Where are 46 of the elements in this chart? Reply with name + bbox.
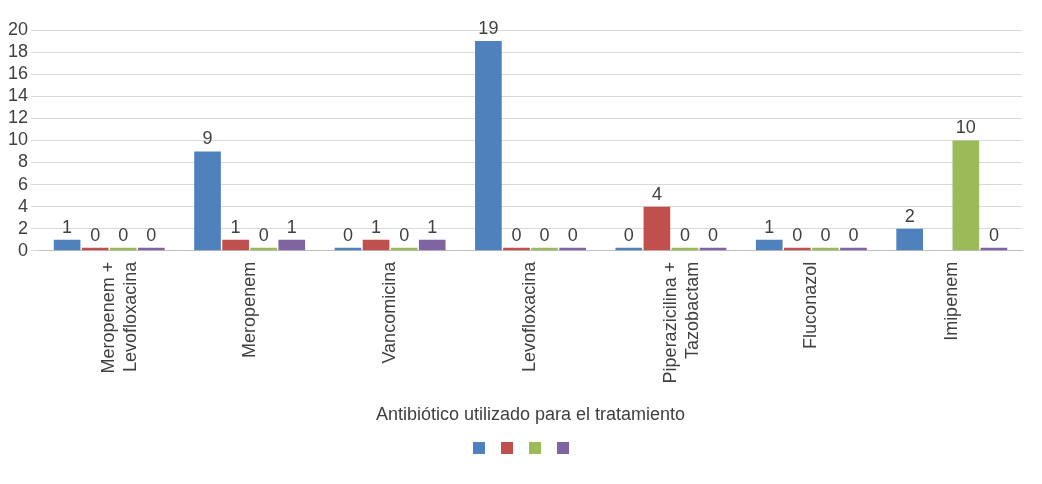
data-label: 1 — [230, 216, 241, 237]
x-tick-label: Imipenem — [940, 261, 961, 341]
y-tick-label: 8 — [18, 151, 29, 172]
data-label: 2 — [904, 205, 915, 226]
y-tick-label: 18 — [7, 41, 29, 62]
data-label: 1 — [62, 216, 73, 237]
data-label: 1 — [286, 216, 297, 237]
data-label: 1 — [427, 216, 438, 237]
data-label: 0 — [118, 224, 129, 245]
y-tick-label: 6 — [18, 173, 29, 194]
data-label: 9 — [202, 128, 213, 149]
y-tick-label: 10 — [7, 129, 29, 150]
data-label: 0 — [258, 224, 269, 245]
x-tick-label: Piperazicilina + Tazobactam — [659, 261, 702, 384]
y-tick-label: 4 — [18, 195, 29, 216]
y-tick-label: 20 — [7, 18, 29, 39]
x-axis-title: Antibiótico utilizado para el tratamiento — [375, 404, 686, 425]
data-label: 0 — [708, 224, 719, 245]
data-label: 1 — [764, 216, 775, 237]
y-tick-label: 2 — [18, 217, 29, 238]
data-label: 0 — [539, 224, 550, 245]
data-label: 10 — [955, 117, 976, 138]
data-label: 0 — [567, 224, 578, 245]
data-label: 0 — [399, 224, 410, 245]
data-label: 0 — [820, 224, 831, 245]
y-tick-label: 14 — [7, 85, 29, 106]
x-tick-label: Levofloxacina — [519, 260, 540, 372]
x-tick-label: Vancomicina — [379, 260, 400, 364]
x-tick-label: Fluconazol — [800, 261, 821, 349]
data-label: 4 — [651, 183, 662, 204]
y-tick-label: 12 — [7, 107, 29, 128]
data-label: 0 — [511, 224, 522, 245]
data-label: 0 — [988, 224, 999, 245]
x-tick-label: Meropenem — [238, 261, 259, 358]
data-label: 0 — [792, 224, 803, 245]
data-label: 19 — [478, 18, 499, 39]
data-label: 0 — [342, 224, 353, 245]
y-tick-label: 0 — [18, 239, 29, 260]
data-label: 0 — [146, 224, 157, 245]
data-label: 0 — [90, 224, 101, 245]
data-label: 0 — [848, 224, 859, 245]
data-label: 0 — [623, 224, 634, 245]
data-label: 1 — [371, 216, 382, 237]
data-label: 0 — [679, 224, 690, 245]
y-tick-label: 16 — [7, 63, 29, 84]
x-tick-label: Meropenem + Levofloxacina — [98, 260, 140, 374]
